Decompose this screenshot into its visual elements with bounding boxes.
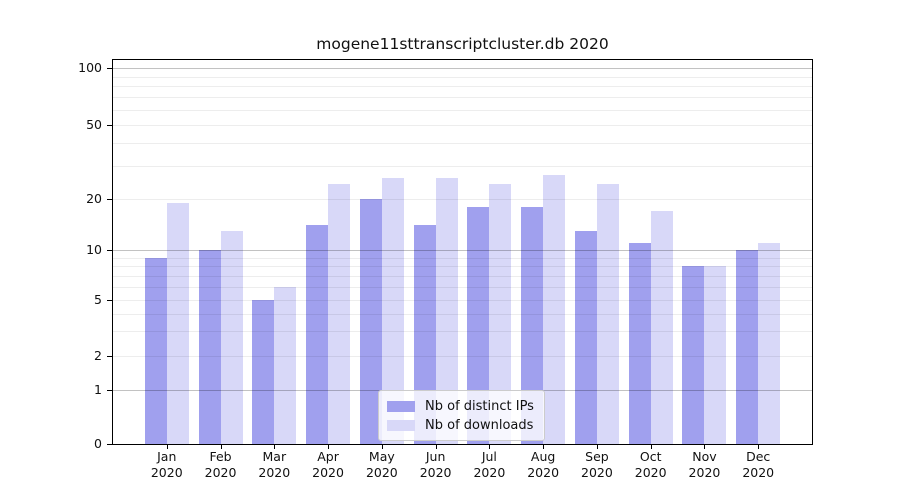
x-tick-oct [650,445,652,449]
bar-jan-downloads [166,202,189,444]
x-tick-aug [543,445,545,449]
bar-nov-distinct-ips [682,266,705,444]
gridline-y-40 [113,143,812,145]
bar-feb-downloads [220,230,243,444]
x-tick-label-sep: Sep 2020 [581,449,613,480]
gridline-y-80 [113,86,812,88]
gridline-y-9 [113,257,812,259]
bar-dec-downloads [758,242,781,444]
x-tick-label-mar: Mar 2020 [258,449,291,480]
bar-jul-downloads [489,184,512,444]
gridline-y-20 [113,199,812,200]
x-tick-nov [704,445,706,449]
x-tick-may [381,445,383,449]
gridline-y-30 [113,166,812,168]
bar-mar-downloads [274,286,297,444]
gridline-y-90 [113,76,812,78]
legend-swatch-distinct-ips [387,400,415,412]
y-tick-label-100: 100 [78,60,102,75]
legend-swatch-downloads [387,419,415,431]
y-tick-20 [107,199,112,200]
bar-apr-downloads [328,184,351,444]
gridline-y-10 [113,250,812,251]
y-tick-label-5: 5 [94,292,102,307]
bar-oct-downloads [650,210,673,444]
x-tick-jun [435,445,437,449]
x-tick-sep [596,445,598,449]
x-tick-apr [328,445,330,449]
gridline-y-50 [113,125,812,126]
y-tick-label-2: 2 [94,348,102,363]
chart-title: mogene11sttranscriptcluster.db 2020 [316,35,609,53]
bar-apr-distinct-ips [306,225,329,444]
x-tick-label-jul: Jul 2020 [473,449,506,480]
x-tick-label-dec: Dec 2020 [742,449,775,480]
gridline-y-6 [113,286,812,288]
x-tick-dec [758,445,760,449]
bar-mar-distinct-ips [252,300,275,444]
gridline-y-4 [113,313,812,315]
bar-jun-downloads [435,177,458,444]
y-tick-label-50: 50 [86,117,102,132]
y-tick-50 [107,125,112,126]
x-tick-mar [274,445,276,449]
legend: Nb of distinct IPs Nb of downloads [378,390,545,441]
x-tick-label-aug: Aug 2020 [527,449,560,480]
bar-sep-downloads [596,184,619,444]
x-tick-label-apr: Apr 2020 [312,449,344,480]
bar-may-downloads [381,177,404,444]
bar-jan-distinct-ips [144,257,167,444]
gridlines-layer [113,60,812,444]
legend-label-downloads: Nb of downloads [425,417,534,433]
bar-dec-distinct-ips [736,250,759,444]
legend-item-downloads: Nb of downloads [387,416,534,434]
y-tick-label-0: 0 [94,436,102,451]
gridline-y-8 [113,266,812,268]
plot-area: Nb of distinct IPs Nb of downloads [112,59,813,445]
x-tick-label-feb: Feb 2020 [204,449,237,480]
y-tick-100 [107,68,112,69]
x-tick-label-jan: Jan 2020 [150,449,183,480]
gridline-y-3 [113,331,812,333]
y-tick-1 [107,390,112,391]
bar-nov-downloads [704,266,727,444]
gridline-y-60 [113,110,812,111]
x-tick-label-nov: Nov 2020 [688,449,721,480]
y-tick-5 [107,300,112,301]
bar-jul-distinct-ips [467,206,490,444]
x-tick-feb [220,445,222,449]
x-tick-label-oct: Oct 2020 [634,449,667,480]
gridline-y-5 [113,300,812,301]
y-tick-label-20: 20 [86,191,102,206]
x-tick-label-may: May 2020 [365,449,398,480]
y-tick-10 [107,250,112,251]
bar-feb-distinct-ips [198,250,221,444]
y-tick-label-10: 10 [86,242,102,257]
gridline-y-7 [113,275,812,277]
x-tick-jan [166,445,168,449]
bar-may-distinct-ips [359,199,382,444]
y-tick-0 [107,444,112,445]
y-tick-2 [107,356,112,357]
bar-aug-downloads [543,174,566,444]
bars-layer [113,60,812,444]
gridline-y-100 [113,68,812,69]
bar-aug-distinct-ips [521,206,544,444]
x-tick-label-jun: Jun 2020 [419,449,452,480]
legend-item-distinct-ips: Nb of distinct IPs [387,397,534,415]
gridline-y-2 [113,356,812,357]
gridline-y-70 [113,97,812,99]
y-tick-label-1: 1 [94,382,102,397]
legend-label-distinct-ips: Nb of distinct IPs [425,398,534,414]
bar-jun-distinct-ips [413,225,436,444]
bar-sep-distinct-ips [574,230,597,444]
bar-oct-distinct-ips [628,242,651,444]
x-tick-jul [489,445,491,449]
